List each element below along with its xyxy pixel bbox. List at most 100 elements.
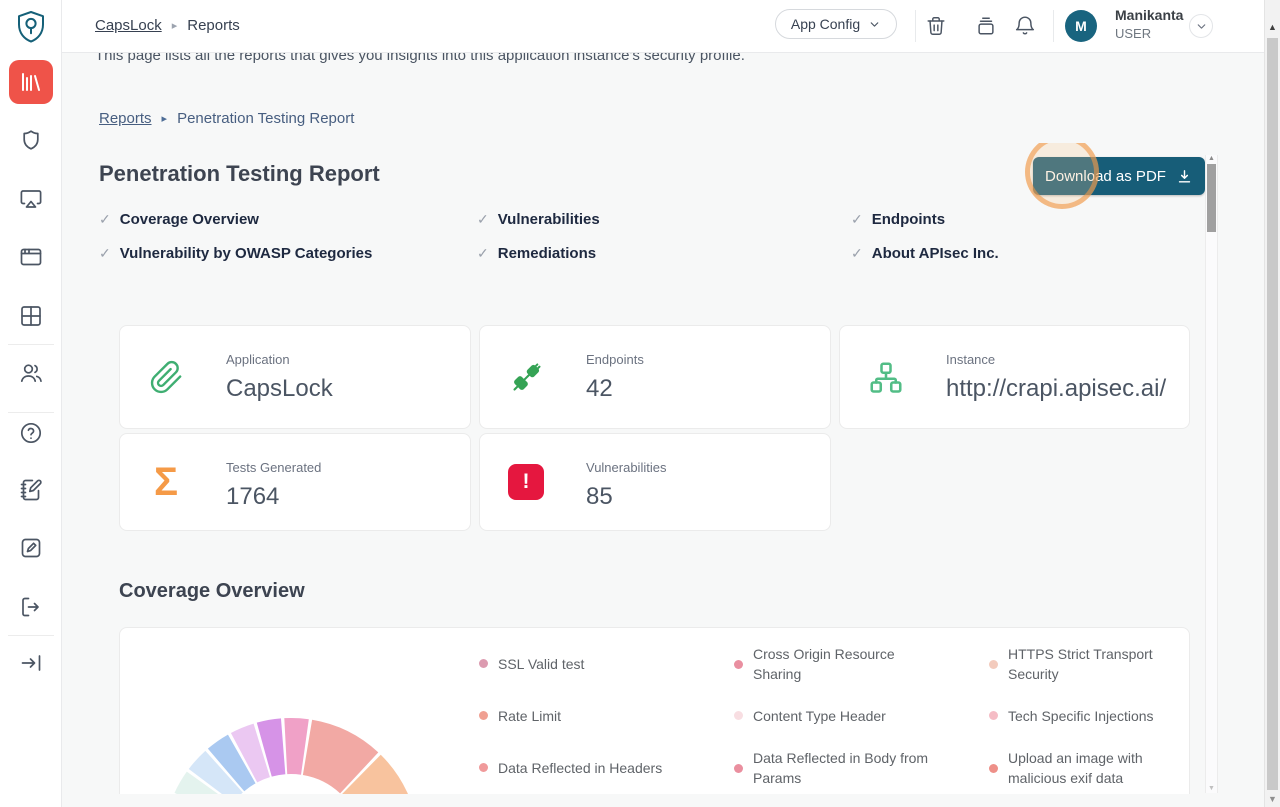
chevron-down-icon [868,18,881,31]
app-config-label: App Config [790,16,861,32]
alert-icon: ! [506,462,546,502]
scroll-up-arrow-icon[interactable]: ▲ [1268,22,1277,32]
legend-item: Content Type Header [734,706,989,726]
help-icon[interactable] [19,421,43,445]
notebook-pen-icon[interactable] [19,478,43,502]
apisec-logo-icon[interactable] [11,8,51,48]
archive-icon[interactable] [975,15,997,37]
legend-item: Upload an image with malicious exif data [989,748,1179,789]
page-scrollbar[interactable]: ▲ ▼ [1264,0,1280,807]
sigma-icon: Σ [153,460,178,504]
scroll-down-arrow-icon[interactable]: ▼ [1268,794,1277,804]
coverage-donut-chart [174,718,408,794]
sidebar-divider [8,344,54,345]
stat-card-endpoints: Endpoints 42 [479,325,831,429]
report-sections-checklist: ✓ Coverage Overview ✓ Vulnerabilities ✓ End… [99,211,999,262]
download-pdf-button[interactable]: Download as PDF [1033,157,1205,195]
bell-icon[interactable] [1014,15,1036,37]
breadcrumb-reports-link[interactable]: Reports [99,110,152,127]
report-breadcrumb: Reports ▸ Penetration Testing Report [99,110,354,127]
trash-icon[interactable] [925,15,947,37]
header-divider [915,10,916,42]
legend-dot [734,763,743,773]
collapse-sidebar-icon[interactable] [19,651,43,675]
legend-dot [479,763,488,773]
sidebar-item-reports-active[interactable] [9,60,53,104]
report-scrollbar-thumb[interactable] [1207,164,1216,232]
download-icon [1176,168,1193,185]
users-icon[interactable] [19,361,43,385]
browser-window-icon[interactable] [19,245,43,269]
scroll-down-arrow-icon[interactable]: ▼ [1208,785,1215,792]
stat-label: Vulnerabilities [586,460,667,475]
legend-item: Data Reflected in Headers [479,758,734,778]
legend-item: SSL Valid test [479,654,734,674]
check-icon: ✓ [477,211,489,227]
legend-dot [479,659,488,669]
stat-value: 85 [586,483,613,510]
stat-label: Tests Generated [226,460,322,475]
screen-share-icon[interactable] [19,187,43,211]
app-config-dropdown[interactable]: App Config [775,9,897,39]
legend-dot [989,711,998,721]
breadcrumb: CapsLock ▸ Reports [95,17,240,34]
stat-value: 1764 [226,483,280,510]
paperclip-icon [146,358,186,398]
check-icon: ✓ [477,245,489,261]
sidebar-divider [8,635,54,636]
check-icon: ✓ [99,211,111,227]
legend-dot [479,711,488,721]
stat-card-tests-generated: Σ Tests Generated 1764 [119,433,471,531]
user-name: Manikanta [1115,7,1184,23]
page-scrollbar-thumb[interactable] [1267,38,1278,790]
user-menu-chevron[interactable] [1189,14,1213,38]
sitemap-icon [866,358,906,398]
legend-item: Tech Specific Injections [989,706,1179,726]
sidebar-divider [8,412,54,413]
section-item: ✓ Coverage Overview [99,211,259,228]
legend-item: HTTPS Strict Transport Security [989,644,1179,685]
stat-label: Endpoints [586,352,644,367]
section-item: ✓ Remediations [477,245,597,262]
legend-item: Data Reflected in Body from Params [734,748,989,789]
file-pen-icon[interactable] [19,536,43,560]
legend-dot [989,763,998,773]
section-item: ✓ About APIsec Inc. [851,245,999,262]
stat-value: 42 [586,375,613,402]
stat-card-vulnerabilities: ! Vulnerabilities 85 [479,433,831,531]
legend-dot [734,711,743,721]
main-content: This page lists all the reports that giv… [62,0,1264,807]
legend-dot [989,659,998,669]
user-role: USER [1115,26,1152,41]
legend-item: Cross Origin Resource Sharing [734,644,989,685]
report-scrollbar[interactable]: ▲ ▼ [1205,155,1218,793]
logout-icon[interactable] [19,595,43,619]
shield-icon[interactable] [19,128,43,152]
coverage-legend: SSL Valid test Cross Origin Resource Sha… [479,638,1179,794]
sidebar [0,0,62,807]
stat-card-instance: Instance http://crapi.apisec.ai/ [839,325,1190,429]
section-item: ✓ Endpoints [851,211,946,228]
plug-icon [506,358,546,398]
avatar[interactable]: M [1065,10,1097,42]
legend-item: Rate Limit [479,706,734,726]
check-icon: ✓ [851,245,863,261]
scroll-up-arrow-icon[interactable]: ▲ [1208,155,1215,162]
top-header: CapsLock ▸ Reports App Config M Manikant… [62,0,1264,53]
section-item: ✓ Vulnerabilities [477,211,600,228]
library-icon [19,70,43,94]
report-panel: Penetration Testing Report Download as P… [62,143,1264,794]
legend-dot [734,659,743,669]
breadcrumb-app-link[interactable]: CapsLock [95,17,162,34]
check-icon: ✓ [99,245,111,261]
grid-icon[interactable] [19,304,43,328]
breadcrumb-arrow-icon: ▸ [171,20,178,32]
stat-label: Application [226,352,290,367]
breadcrumb-page: Reports [187,17,240,34]
stat-label: Instance [946,352,996,367]
page-title: Penetration Testing Report [99,161,380,186]
stat-value: http://crapi.apisec.ai/ [946,375,1167,402]
section-item: ✓ Vulnerability by OWASP Categories [99,245,373,262]
header-divider [1053,10,1054,42]
breadcrumb-current: Penetration Testing Report [177,110,355,127]
